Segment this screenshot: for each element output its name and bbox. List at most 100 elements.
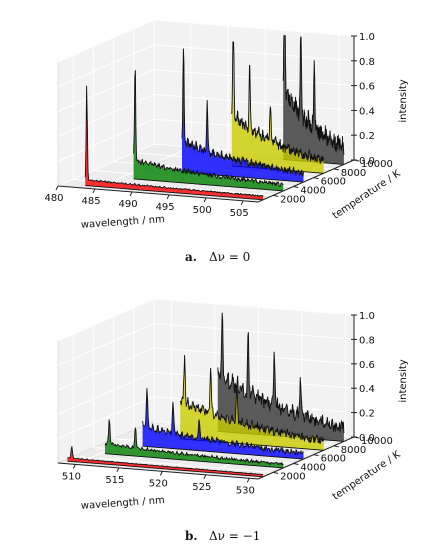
series-line-7000 [231,41,325,164]
series-line-5000 [181,48,304,178]
x-axis-line [57,185,259,203]
gridline-z [57,396,155,440]
z-tick-label: 0.2 [359,131,375,142]
y-tick-mark [313,454,319,457]
x-axis-label: wavelength / nm [81,214,166,231]
series-baseline-5000 [142,445,304,460]
x-tick-label: 520 [149,478,168,489]
series-line-9000 [217,312,345,434]
gridline-z [153,93,355,111]
gridline-z [57,93,155,137]
series-area-7000 [180,355,324,451]
y-axis-line [257,159,355,203]
x-tick-mark [166,194,170,200]
y-tick-label: 2000 [280,194,305,205]
x-axis-line [57,462,259,480]
gridline-z [57,371,155,415]
x-tick-mark [240,200,244,206]
y-tick-mark [333,445,339,448]
gridline-z [153,298,355,316]
gridline-z [153,322,355,340]
x-tick-mark [203,474,207,480]
series-area-3000 [133,70,284,191]
series-line-1000 [84,85,264,198]
z-tick-label: 1.0 [359,32,375,43]
y-tick-mark [293,463,299,466]
panel-a: 480 485 490 495 500 5052000400060008000100000… [44,19,409,264]
z-tick-label: 0.0 [359,156,375,167]
x-tick-label: 480 [44,193,63,204]
z-tick-label: 0.8 [359,57,375,68]
y-tick-mark [333,168,339,171]
x-tick-label: 515 [105,475,124,486]
y-tick-mark [313,177,319,180]
series-line-1000 [67,446,264,475]
caption-label: b. [185,529,198,543]
x-tick-mark [246,478,250,483]
back-panes [57,298,355,464]
gridline-z [153,347,355,365]
caption-text: Δν = −1 [209,529,260,543]
y-tick-label: 8000 [341,445,366,456]
series-area-5000 [142,388,304,460]
z-tick-label: 0.8 [359,335,375,346]
x-tick-label: 485 [81,196,100,207]
series-area-7000 [231,42,324,174]
series-line-9000 [282,35,345,155]
z-tick-label: 0.2 [359,409,375,420]
y-tick-label: 4000 [300,463,325,474]
gridline-z [57,69,155,113]
gridline-z [153,19,355,37]
series-baseline-3000 [104,453,284,469]
gridline-z [57,322,155,366]
series-baseline-1000 [85,185,264,201]
z-tick-label: 0.4 [359,106,375,117]
z-tick-label: 0.4 [359,384,375,395]
z-tick-label: 0.6 [359,360,375,371]
gridline-z [57,19,155,63]
gridline-z [57,347,155,391]
gridline-z [153,44,355,62]
z-axis-label: intensity [398,359,409,402]
series-layer [67,312,345,478]
x-tick-label: 525 [192,482,211,493]
y-tick-label: 6000 [321,454,346,465]
x-tick-mark [92,188,96,194]
caption-text: Δν = 0 [209,250,250,264]
x-tick-label: 530 [236,485,255,496]
series-layer [84,35,345,201]
z-tick-label: 0.6 [359,82,375,93]
gridline-z [57,298,155,342]
y-tick-mark [273,194,279,197]
series-line-5000 [142,388,304,456]
y-tick-label: 10000 [361,159,393,170]
series-area-5000 [182,48,304,183]
x-axis-label: wavelength / nm [81,495,166,512]
x-tick-mark [129,191,133,197]
x-tick-label: 495 [156,202,175,213]
y-tick-label: 8000 [341,168,366,179]
x-tick-mark [72,464,76,469]
x-tick-mark [55,185,59,191]
z-tick-label: 0.0 [359,433,375,444]
caption-label: a. [185,250,197,264]
series-baseline-1000 [67,460,264,478]
y-tick-label: 6000 [321,177,346,188]
series-line-3000 [133,70,284,187]
x-tick-mark [116,467,120,473]
axes-layer: 480 485 490 495 500 5052000400060008000100000… [44,32,392,219]
series-line-7000 [179,354,325,444]
x-tick-label: 510 [62,471,81,482]
x-tick-label: 505 [230,208,249,219]
back-panes [57,19,355,187]
series-line-3000 [104,419,284,466]
y-tick-label: 2000 [280,471,305,482]
series-area-9000 [217,312,344,442]
gridline-z [57,44,155,88]
z-axis-label: intensity [398,79,409,122]
series-baseline-3000 [133,178,284,192]
x-tick-mark [203,197,207,203]
series-area-3000 [105,419,284,468]
